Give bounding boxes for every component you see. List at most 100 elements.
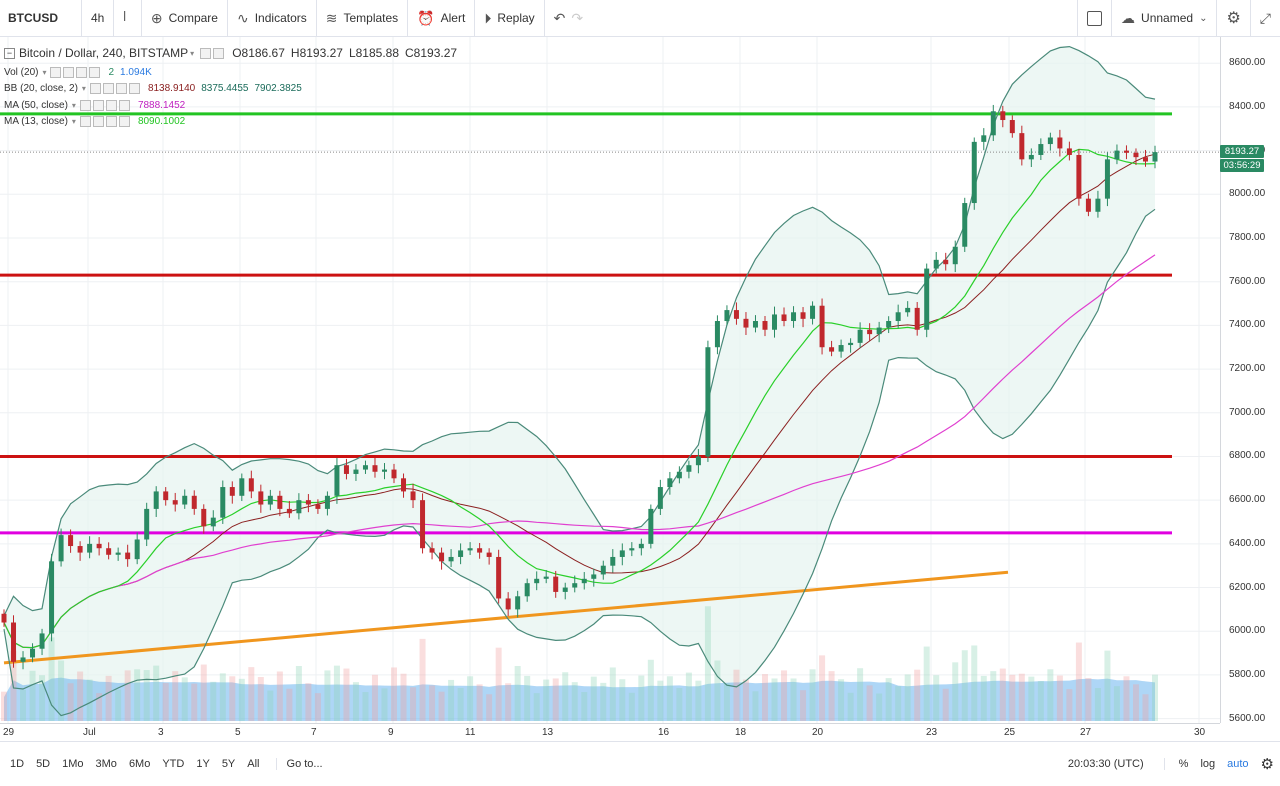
legend-dropdown-icon[interactable]: ▾ xyxy=(190,48,195,58)
bb-label: BB (20, close, 2) xyxy=(4,83,78,95)
ma50-label: MA (50, close) xyxy=(4,99,68,111)
volume-bar xyxy=(761,674,768,721)
remove-icon[interactable] xyxy=(128,83,140,95)
range-all-button[interactable]: All xyxy=(247,758,260,770)
legend-volume[interactable]: Vol (20) ▾ 2 1.094K xyxy=(0,64,457,81)
range-buttons: 1D 5D 1Mo 3Mo 6Mo YTD 1Y 5Y All xyxy=(4,758,266,770)
volume-bar xyxy=(429,685,436,721)
volume-bar xyxy=(39,675,46,721)
goto-button[interactable]: Go to... xyxy=(275,758,323,770)
volume-bar xyxy=(153,665,160,721)
format-icon[interactable] xyxy=(213,47,225,59)
vol-dropdown-icon[interactable]: ▾ xyxy=(42,67,47,77)
log-toggle[interactable]: log xyxy=(1200,758,1216,770)
bb-basis-value: 8138.9140 xyxy=(147,83,196,95)
format-icon[interactable] xyxy=(92,99,104,111)
candle-body xyxy=(429,548,435,553)
chart-settings-button[interactable]: ⚙ xyxy=(1255,755,1280,773)
expand-button[interactable]: ⤢ xyxy=(1251,0,1280,36)
time-axis[interactable]: 29 Jul 3 5 7 9 11 13 16 18 20 23 25 27 30 xyxy=(0,723,1220,742)
volume-bar xyxy=(800,690,807,721)
ma50-dropdown-icon[interactable]: ▾ xyxy=(71,100,76,110)
range-6mo-button[interactable]: 6Mo xyxy=(128,758,151,770)
legend-bb[interactable]: BB (20, close, 2) ▾ 8138.9140 8375.4455 … xyxy=(0,81,457,98)
volume-bar xyxy=(67,683,74,721)
fullscreen-toggle[interactable] xyxy=(1077,0,1113,36)
candle-body xyxy=(87,543,93,553)
volume-bar xyxy=(933,675,940,721)
volume-bar xyxy=(809,669,816,721)
candle-body xyxy=(258,491,264,505)
eye-icon[interactable] xyxy=(89,83,101,95)
bb-dropdown-icon[interactable]: ▾ xyxy=(81,84,86,94)
eye-icon[interactable] xyxy=(79,99,91,111)
volume-bar xyxy=(115,689,122,721)
indicators-button[interactable]: ∿ Indicators xyxy=(228,0,317,36)
interval-button[interactable]: 4h xyxy=(82,0,115,36)
format-icon[interactable] xyxy=(102,83,114,95)
alert-button[interactable]: ⏰ Alert xyxy=(408,0,476,36)
horizontal-levels[interactable] xyxy=(0,112,1220,665)
candle-body xyxy=(943,259,949,265)
price-axis[interactable]: 8600.008400.008200.008000.007800.007600.… xyxy=(1220,37,1280,724)
range-1d-button[interactable]: 1D xyxy=(10,758,25,770)
range-ytd-button[interactable]: YTD xyxy=(162,758,185,770)
candle-body xyxy=(829,347,835,352)
range-5y-button[interactable]: 5Y xyxy=(221,758,236,770)
remove-icon[interactable] xyxy=(89,66,101,78)
legend-ma50[interactable]: MA (50, close) ▾ 7888.1452 xyxy=(0,97,457,114)
ma13-dropdown-icon[interactable]: ▾ xyxy=(71,117,76,127)
percent-toggle[interactable]: % xyxy=(1163,758,1195,770)
price-chart[interactable] xyxy=(0,37,1220,723)
price-label: 5600.00 xyxy=(1229,712,1266,724)
candle-body xyxy=(971,141,977,204)
candle-body xyxy=(20,657,26,662)
symbol-search[interactable]: BTCUSD xyxy=(0,0,82,36)
eye-icon[interactable] xyxy=(79,116,91,128)
range-1mo-button[interactable]: 1Mo xyxy=(62,758,84,770)
time-label: 16 xyxy=(658,727,670,738)
volume-bar xyxy=(1085,678,1092,721)
candle-body xyxy=(172,500,178,505)
redo-icon[interactable]: ↷ xyxy=(571,9,584,26)
add-icon[interactable] xyxy=(105,99,117,111)
candle-body xyxy=(77,546,83,553)
volume-bar xyxy=(685,672,692,721)
compare-button[interactable]: ⊕ Compare xyxy=(142,0,228,36)
remove-icon[interactable] xyxy=(118,116,130,128)
collapse-icon[interactable]: − xyxy=(4,47,15,59)
volume-bar xyxy=(990,671,997,721)
replay-button[interactable]: ⏵ Replay xyxy=(475,0,545,36)
countdown-tag: 03:56:29 xyxy=(1220,159,1264,173)
volume-bar xyxy=(495,647,502,721)
range-3mo-button[interactable]: 3Mo xyxy=(95,758,117,770)
eye-icon[interactable] xyxy=(200,47,212,59)
candle-body xyxy=(1066,148,1072,155)
volume-bar xyxy=(1123,676,1130,721)
range-1y-button[interactable]: 1Y xyxy=(196,758,210,770)
format-icon[interactable] xyxy=(63,66,75,78)
templates-button[interactable]: ≋ Templates xyxy=(317,0,409,36)
chart-type-button[interactable]: 𝍩 xyxy=(114,0,142,36)
undo-icon[interactable]: ↶ xyxy=(553,9,566,26)
legend-ma13[interactable]: MA (13, close) ▾ 8090.1002 xyxy=(0,114,457,131)
candles-icon: 𝍩 xyxy=(123,8,126,24)
price-label: 6800.00 xyxy=(1229,450,1266,462)
time-label: 30 xyxy=(1194,727,1206,738)
ohlc-high: H8193.27 xyxy=(290,46,343,60)
eye-icon[interactable] xyxy=(50,66,62,78)
range-5d-button[interactable]: 5D xyxy=(36,758,51,770)
layout-menu[interactable]: ☁ Unnamed ⌄ xyxy=(1112,0,1218,36)
remove-icon[interactable] xyxy=(118,99,130,111)
add-icon[interactable] xyxy=(76,66,88,78)
format-icon[interactable] xyxy=(92,116,104,128)
candle-body xyxy=(810,305,816,319)
volume-bar xyxy=(866,685,873,721)
add-icon[interactable] xyxy=(105,116,117,128)
settings-button[interactable]: ⚙ xyxy=(1217,0,1251,36)
add-icon[interactable] xyxy=(115,83,127,95)
volume-bar xyxy=(819,655,826,721)
volume-bar xyxy=(562,672,569,721)
volume-bar xyxy=(467,676,474,721)
auto-toggle[interactable]: auto xyxy=(1227,758,1249,770)
